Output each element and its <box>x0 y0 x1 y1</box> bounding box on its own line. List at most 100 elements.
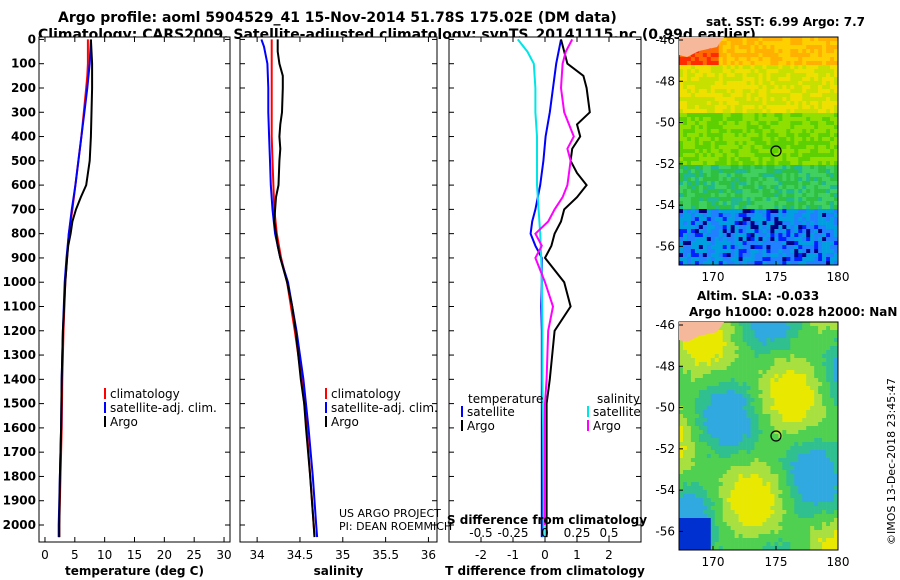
sla-map-cell <box>746 526 751 531</box>
sla-map-cell <box>690 442 696 447</box>
sst-map-cell <box>762 205 767 210</box>
sst-map-cell <box>750 117 755 122</box>
sst-map-cell <box>810 69 815 74</box>
sst-map-cell <box>742 189 747 194</box>
sla-map-cell <box>734 502 739 507</box>
sla-map-cell <box>714 474 720 479</box>
sla-map-cell <box>786 498 791 503</box>
sst-map-cell <box>682 257 688 262</box>
sla-map-cell <box>694 466 700 471</box>
sla-map-cell <box>766 522 771 527</box>
sla-map-cell <box>814 470 819 475</box>
sla-map-cell <box>738 358 743 363</box>
sst-map-cell <box>798 201 803 206</box>
sla-map-cell <box>822 510 827 515</box>
sst-map-cell <box>682 165 688 170</box>
sla-map-cell <box>742 454 747 459</box>
sst-map-cell <box>830 109 835 114</box>
sst-map-cell <box>722 257 728 262</box>
sla-map-cell <box>746 430 751 435</box>
sla-map-cell <box>766 430 771 435</box>
sla-map-cell <box>822 542 827 547</box>
sst-map-cell <box>679 201 684 206</box>
sst-map-x-tick-label: 180 <box>827 270 850 284</box>
sst-map-cell <box>686 249 692 254</box>
sst-map-cell <box>750 125 755 130</box>
sla-map-cell <box>806 382 811 387</box>
sla-map-cell <box>734 514 739 519</box>
sla-map-cell <box>686 390 692 395</box>
sst-map-cell <box>758 37 763 42</box>
sst-map-cell <box>810 177 815 182</box>
sst-map-cell <box>750 237 755 242</box>
sst-map-cell <box>706 121 712 126</box>
sst-map-cell <box>770 65 775 70</box>
sst-map-cell <box>794 149 799 154</box>
sla-map-cell <box>798 514 803 519</box>
sla-map-cell <box>698 434 704 439</box>
sla-map-cell <box>734 374 739 379</box>
sst-map-cell <box>734 221 739 226</box>
sla-map-cell <box>798 362 803 367</box>
sla-map-cell <box>694 418 700 423</box>
sla-map-cell <box>726 494 731 499</box>
sla-map-cell <box>686 346 692 351</box>
sla-map-cell <box>810 326 815 331</box>
sla-map-cell <box>826 526 831 531</box>
sla-map-cell <box>714 370 720 375</box>
series-line-salinity-argo <box>273 39 316 538</box>
sla-map-cell <box>802 514 807 519</box>
sla-map-cell <box>778 334 783 339</box>
sla-map-cell <box>822 322 827 327</box>
sla-map-cell <box>710 478 716 483</box>
sst-map-cell <box>742 257 747 262</box>
sla-map-cell <box>682 354 688 359</box>
sst-map-cell <box>834 201 839 206</box>
sla-map-cell <box>766 506 771 511</box>
sla-map-cell <box>830 498 835 503</box>
sst-map-cell <box>786 61 791 66</box>
sla-map-cell <box>762 334 767 339</box>
sst-map-cell <box>766 153 771 158</box>
sla-map-cell <box>706 374 712 379</box>
sla-map-cell <box>754 466 759 471</box>
sla-map-cell <box>702 502 708 507</box>
sla-map-cell <box>822 362 827 367</box>
sla-map-cell <box>730 502 735 507</box>
sst-map-cell <box>710 233 716 238</box>
sla-map-cell <box>822 330 827 335</box>
sla-map-cell <box>802 446 807 451</box>
sst-map-cell <box>786 197 791 202</box>
sst-map-cell <box>794 69 799 74</box>
sla-map-cell <box>686 538 692 543</box>
sst-map-cell <box>814 133 819 138</box>
sst-map-cell <box>814 157 819 162</box>
sla-map-cell <box>762 402 767 407</box>
sla-map-cell <box>722 386 728 391</box>
sla-map-cell <box>746 362 751 367</box>
sla-map-cell <box>726 366 731 371</box>
sst-map-cell <box>718 205 724 210</box>
sla-map-cell <box>718 454 724 459</box>
sla-map-cell <box>730 546 735 551</box>
sst-map-cell <box>798 237 803 242</box>
sla-map-cell <box>806 378 811 383</box>
sst-map-cell <box>826 125 831 130</box>
sst-map-cell <box>826 113 831 118</box>
sst-map-cell <box>794 201 799 206</box>
sst-map-cell <box>694 261 700 266</box>
sst-map-cell <box>714 133 720 138</box>
sla-map-cell <box>770 346 775 351</box>
legend-label-temperature: satellite-adj. clim. <box>110 401 217 415</box>
sst-map-cell <box>734 137 739 142</box>
sla-map-cell <box>762 446 767 451</box>
sla-map-cell <box>778 366 783 371</box>
sst-map-cell <box>722 249 728 254</box>
sst-map-cell <box>834 113 839 118</box>
sst-map-cell <box>710 69 716 74</box>
sst-map-cell <box>782 49 787 54</box>
sst-map-cell <box>754 217 759 222</box>
sla-map-cell <box>790 362 795 367</box>
sst-map-cell <box>738 233 743 238</box>
sst-map-cell <box>822 149 827 154</box>
